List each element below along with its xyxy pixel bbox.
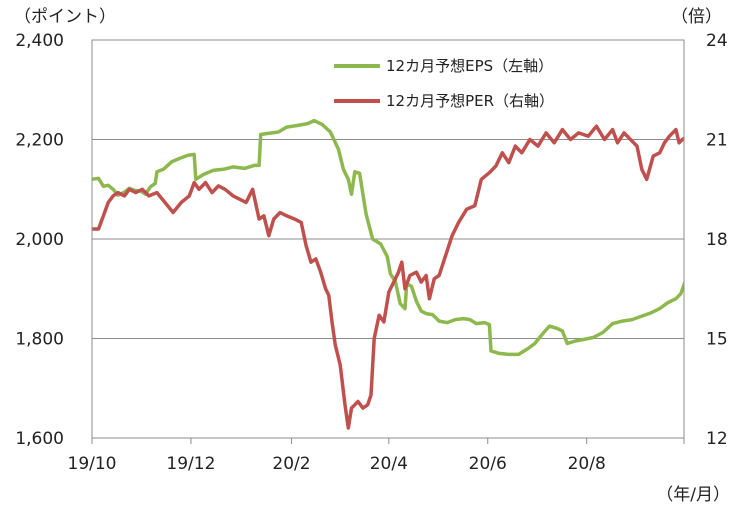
gridlines bbox=[92, 139, 684, 339]
y-left-tick-label: 2,000 bbox=[15, 230, 64, 250]
y-left-tick-label: 2,400 bbox=[15, 31, 64, 51]
x-axis-unit-label: （年/月） bbox=[656, 485, 730, 505]
series-lines bbox=[92, 118, 684, 430]
y-right-tick-label: 18 bbox=[706, 230, 728, 250]
y-right-tick-label: 24 bbox=[706, 31, 728, 51]
x-tick-label: 20/4 bbox=[370, 454, 408, 474]
left-axis-unit-label: （ポイント） bbox=[14, 7, 116, 27]
axis-ticks: 1,600 1,800 2,000 2,200 2,400 12 15 18 21 24 19/10… bbox=[15, 31, 727, 474]
x-tick-label: 20/6 bbox=[469, 454, 507, 474]
y-left-tick-label: 1,600 bbox=[15, 429, 64, 449]
y-left-tick-label: 1,800 bbox=[15, 330, 64, 350]
legend: 12カ月予想EPS（左軸） 12カ月予想PER（右軸） bbox=[334, 57, 554, 110]
legend-label-eps: 12カ月予想EPS（左軸） bbox=[386, 57, 553, 75]
x-tick-label: 19/10 bbox=[68, 454, 117, 474]
y-right-tick-label: 21 bbox=[706, 131, 728, 151]
legend-label-per: 12カ月予想PER（右軸） bbox=[386, 92, 554, 110]
x-tick-label: 20/8 bbox=[568, 454, 606, 474]
eps-line bbox=[92, 118, 684, 357]
plot-frame bbox=[91, 39, 685, 439]
y-right-tick-label: 12 bbox=[706, 429, 728, 449]
x-tick-label: 19/12 bbox=[166, 454, 215, 474]
per-line bbox=[92, 124, 684, 430]
y-left-tick-label: 2,200 bbox=[15, 131, 64, 151]
x-tick-label: 20/2 bbox=[272, 454, 310, 474]
right-axis-unit-label: （倍） bbox=[671, 7, 722, 27]
y-right-tick-label: 15 bbox=[706, 330, 728, 350]
